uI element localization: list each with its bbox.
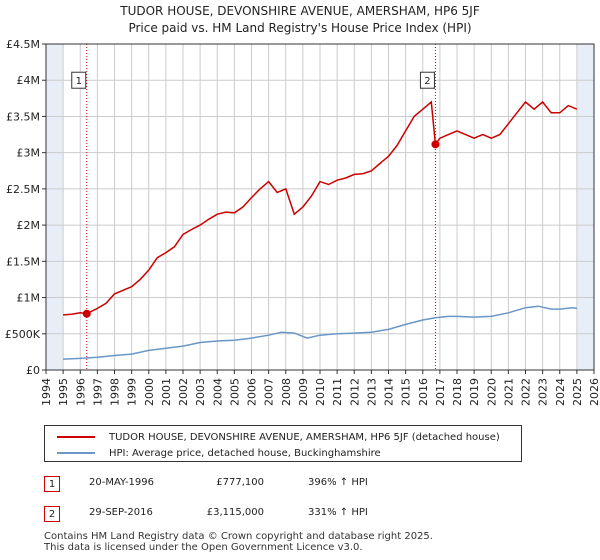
y-tick-label: £2M [17,219,41,232]
chart-title: TUDOR HOUSE, DEVONSHIRE AVENUE, AMERSHAM… [120,4,480,18]
x-tick-label: 2010 [314,378,327,406]
x-tick-label: 1996 [74,378,87,406]
x-tick-label: 1998 [109,378,122,406]
shaded-range [576,44,594,370]
x-tick-label: 2021 [502,378,515,406]
footer-licence: This data is licensed under the Open Gov… [44,542,363,553]
x-tick-label: 1995 [57,378,70,406]
legend-hpi-label: HPI: Average price, detached house, Buck… [109,447,381,459]
y-tick-label: £4M [17,74,41,87]
x-tick-label: 2006 [246,378,259,406]
sale-hpi-change: 396% ↑ HPI [308,477,368,488]
legend-hpi-swatch [57,452,95,454]
y-tick-label: £0 [26,364,40,377]
legend-item-price: TUDOR HOUSE, DEVONSHIRE AVENUE, AMERSHAM… [45,429,500,445]
shaded-range [46,44,64,370]
sale-point [431,140,440,149]
x-tick-label: 2024 [554,378,567,406]
x-tick-label: 2011 [331,378,344,406]
y-tick-label: £1M [17,292,41,305]
x-tick-label: 2023 [537,378,550,406]
sale-label: 2 [424,76,430,87]
sale-price: £3,115,000 [206,507,264,518]
x-tick-label: 2019 [468,378,481,406]
x-tick-label: 2012 [348,378,361,406]
x-tick-label: 2017 [434,378,447,406]
footer: Contains HM Land Registry data © Crown c… [44,531,433,553]
hpi-series-line [63,305,578,360]
x-tick-label: 2026 [588,378,600,406]
sale-label: 1 [76,76,82,87]
price-series-line [63,100,578,316]
chart: 1 2 £0 £500K £1M £1.5M £2M £2.5M £3M £3.5M £4M £4.… [5,38,600,406]
y-tick-label: £2.5M [6,183,40,196]
legend-price-swatch [57,436,95,438]
sale-price: £777,100 [216,477,264,488]
sale-label-box [71,71,87,89]
y-tick-label: £500K [5,328,41,341]
x-tick-label: 2014 [383,378,396,406]
x-tick-label: 2000 [143,378,156,406]
x-tick-label: 2001 [160,378,173,406]
x-tick-label: 2009 [297,378,310,406]
sale-date: 20-MAY-1996 [89,477,155,488]
x-tick-label: 2007 [263,378,276,406]
legend-price-label: TUDOR HOUSE, DEVONSHIRE AVENUE, AMERSHAM… [109,431,500,443]
x-tick-label: 2016 [417,378,430,406]
y-tick-label: £1.5M [6,255,40,268]
x-tick-label: 2008 [280,378,293,406]
y-tick-label: £3.5M [6,110,40,123]
x-tick-label: 2013 [365,378,378,406]
x-tick-label: 1999 [126,378,139,406]
footer-copyright: Contains HM Land Registry data © Crown c… [44,531,433,542]
x-tick-label: 2005 [228,378,241,406]
sale-date: 29-SEP-2016 [89,507,153,518]
legend: TUDOR HOUSE, DEVONSHIRE AVENUE, AMERSHAM… [44,425,522,462]
x-tick-label: 2020 [485,378,498,406]
y-tick-label: £4.5M [6,38,40,51]
x-tick-label: 2015 [400,378,413,406]
chart-subtitle: Price paid vs. HM Land Registry's House … [128,21,472,35]
legend-item-hpi: HPI: Average price, detached house, Buck… [45,445,381,461]
x-tick-label: 2003 [194,378,207,406]
x-tick-label: 2004 [211,378,224,406]
sale-hpi-change: 331% ↑ HPI [308,507,368,518]
x-tick-label: 2002 [177,378,190,406]
x-tick-label: 2025 [571,378,584,406]
x-tick-label: 2018 [451,378,464,406]
sale-point [82,309,91,318]
x-tick-label: 2022 [520,378,533,406]
sale-number-badge: 1 [44,476,60,492]
x-tick-label: 1997 [91,378,104,406]
y-tick-label: £3M [17,147,41,160]
x-tick-label: 1994 [40,378,53,406]
sale-label-box [419,71,435,89]
sale-number-badge: 2 [44,506,60,522]
